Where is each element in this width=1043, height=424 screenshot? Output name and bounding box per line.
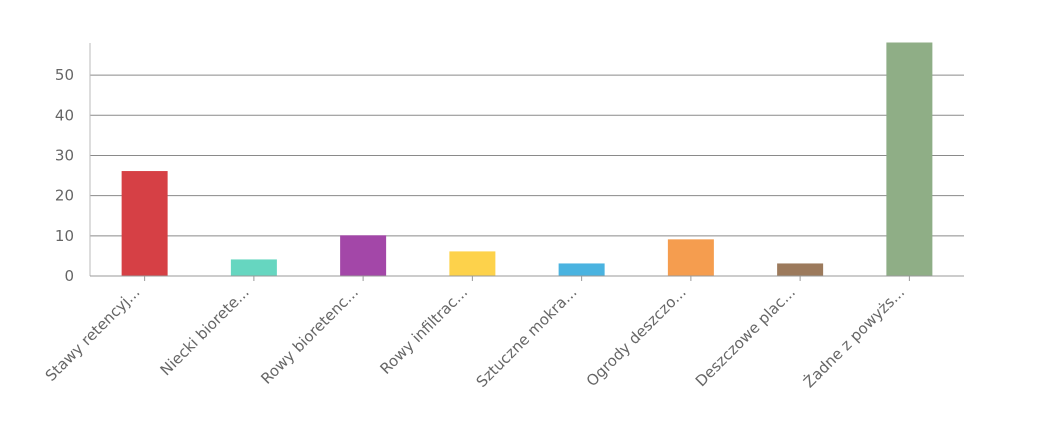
x-axis-ticks: Stawy retencyj... Niecki biorete... Rowy b… — [42, 276, 910, 391]
gridlines — [90, 74, 964, 237]
x-tick-label-8: Żadne z powyżs... — [799, 282, 908, 391]
bar-7[interactable]: Deszczowe plac...: 3 — [777, 263, 824, 277]
y-tick-label-0: 0 — [64, 267, 74, 285]
y-tick-label-40: 40 — [55, 106, 74, 124]
bars: Stawy retencyj...: 26 Niecki biorete...: … — [121, 42, 933, 277]
bar-1[interactable]: Stawy retencyj...: 26 — [121, 171, 168, 277]
bar-3[interactable]: Rowy bioretenc...: 10 — [340, 235, 387, 277]
y-tick-label-20: 20 — [55, 187, 74, 205]
bar-5[interactable]: Sztuczne mokra...: 3 — [558, 263, 605, 277]
y-axis-ticks: 0 10 20 30 40 50 — [55, 66, 74, 285]
x-tick-label-4: Rowy infiltrac... — [377, 283, 472, 378]
axes — [89, 43, 964, 277]
bar-4[interactable]: Rowy infiltrac...: 6 — [449, 251, 496, 277]
bar-2[interactable]: Niecki biorete...: 4 — [230, 259, 277, 277]
bar-8[interactable]: Żadne z powyżs...: 58 — [886, 42, 933, 277]
y-tick-label-10: 10 — [55, 227, 74, 245]
x-tick-label-5: Sztuczne mokra... — [473, 283, 581, 391]
x-tick-label-3: Rowy bioretenc... — [257, 283, 362, 388]
x-tick-label-7: Deszczowe plac... — [692, 283, 799, 390]
y-tick-label-30: 30 — [55, 146, 74, 164]
x-tick-label-1: Stawy retencyj... — [42, 283, 144, 385]
x-tick-label-6: Ogrody deszczo... — [583, 283, 690, 390]
y-tick-label-50: 50 — [55, 66, 74, 84]
bar-6[interactable]: Ogrody deszczo...: 9 — [667, 239, 714, 277]
x-tick-label-2: Niecki biorete... — [157, 283, 253, 379]
